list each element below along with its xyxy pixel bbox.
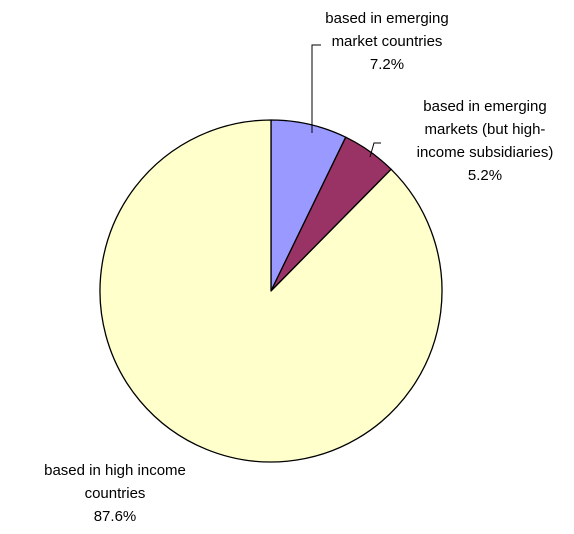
leader-lines <box>311 44 381 158</box>
slice-label-line: market countries <box>332 33 443 50</box>
leader-line-2 <box>369 142 381 158</box>
slice-label-line: countries <box>85 485 146 502</box>
slice-label-line: 5.2% <box>468 167 502 184</box>
slice-label-line: based in high income <box>44 462 186 479</box>
slice-label-2: based in emerging markets (but high-incom… <box>417 98 554 184</box>
slice-label-line: 7.2% <box>370 56 404 73</box>
slice-label-3: based in high income countries 87.6% <box>44 462 186 525</box>
slice-labels: based in emerging market countries 7.2%bas… <box>44 10 553 525</box>
pie-slice-3 <box>99 119 443 463</box>
slice-label-line: based in emerging <box>423 98 546 115</box>
pie-slices <box>99 119 443 463</box>
slice-label-1: based in emerging market countries 7.2% <box>325 10 448 73</box>
leader-line-1 <box>311 44 321 133</box>
slice-label-line: based in emerging <box>325 10 448 27</box>
slice-label-line: 87.6% <box>94 508 137 525</box>
slice-label-line: markets (but high- <box>425 121 546 138</box>
slice-label-line: income subsidiaries) <box>417 144 554 161</box>
